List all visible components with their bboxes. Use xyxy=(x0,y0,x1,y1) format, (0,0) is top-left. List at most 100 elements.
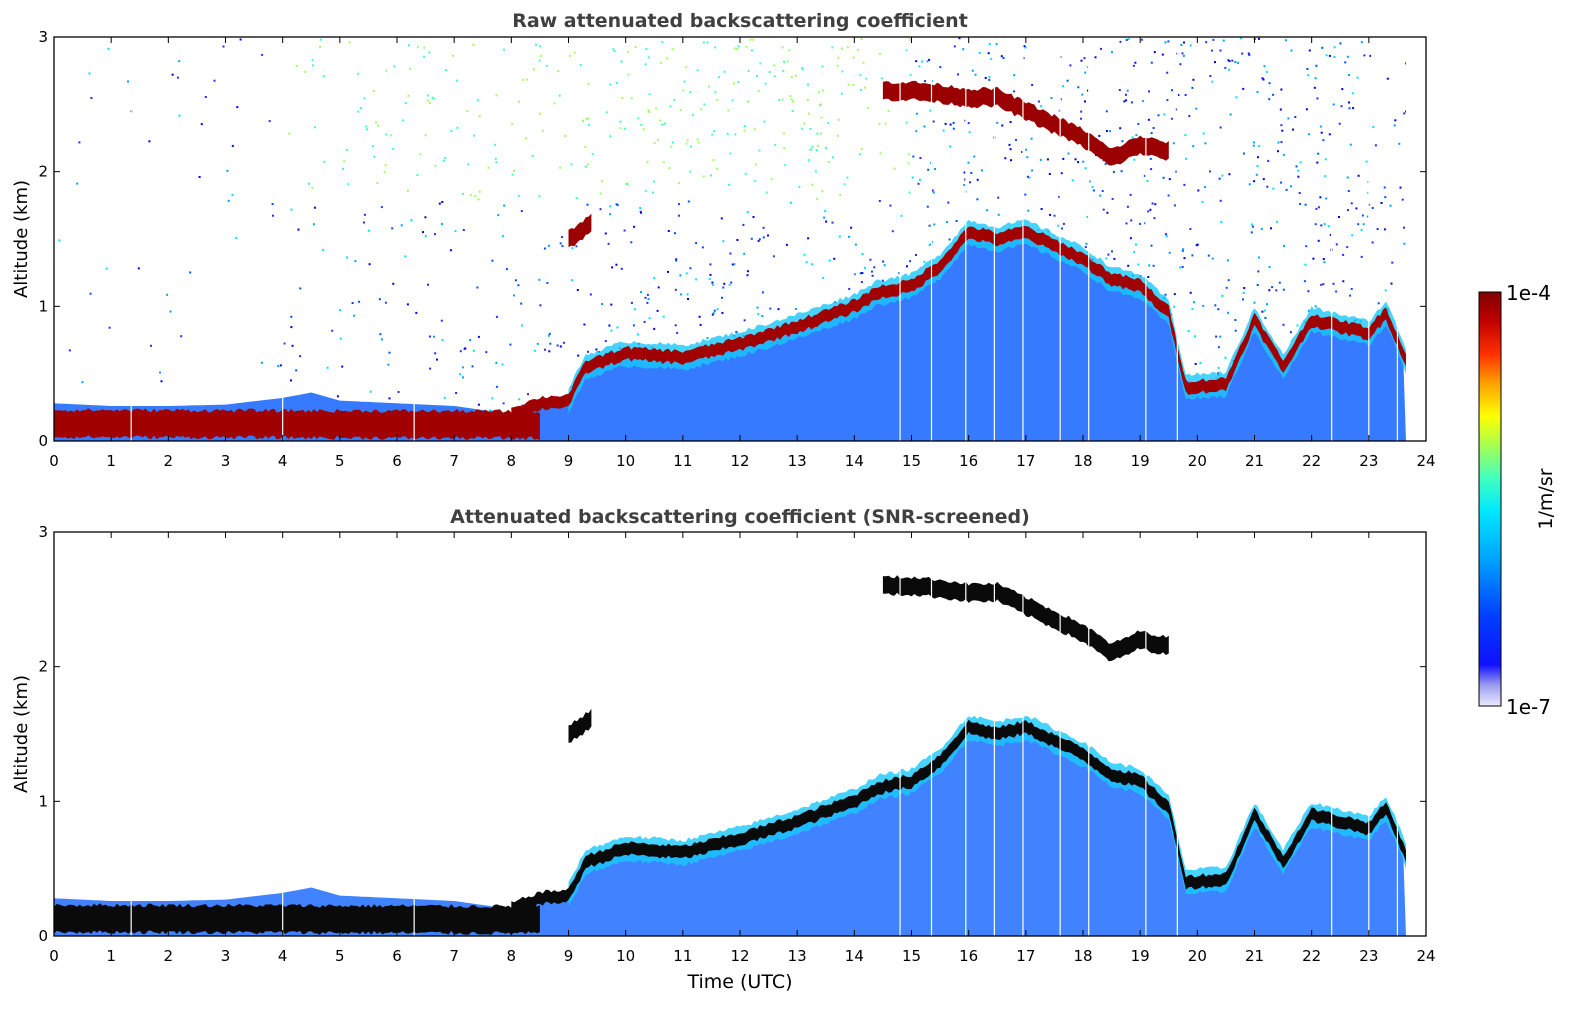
noise-pixel xyxy=(607,242,610,245)
noise-pixel xyxy=(655,107,658,110)
noise-pixel xyxy=(926,60,929,63)
noise-pixel xyxy=(1228,68,1230,71)
x-tick-label: 24 xyxy=(1416,452,1435,470)
noise-pixel xyxy=(1173,305,1176,308)
noise-pixel xyxy=(423,55,425,58)
noise-pixel xyxy=(609,83,612,86)
noise-pixel xyxy=(1105,110,1108,113)
noise-pixel xyxy=(1284,39,1287,42)
noise-pixel xyxy=(436,358,438,361)
noise-pixel xyxy=(708,277,711,280)
noise-pixel xyxy=(1024,193,1027,196)
noise-pixel xyxy=(1260,227,1263,230)
noise-pixel xyxy=(963,184,966,186)
noise-pixel xyxy=(713,130,716,133)
noise-pixel xyxy=(860,281,863,284)
noise-pixel xyxy=(1166,99,1169,102)
noise-pixel xyxy=(1322,139,1325,142)
noise-pixel xyxy=(610,329,613,332)
noise-pixel xyxy=(695,278,698,281)
noise-pixel xyxy=(178,60,181,63)
noise-pixel xyxy=(678,182,680,185)
noise-pixel xyxy=(921,60,924,63)
x-tick-label: 4 xyxy=(278,452,288,470)
y-tick-label: 3 xyxy=(38,28,48,46)
noise-pixel xyxy=(640,211,642,214)
noise-pixel xyxy=(714,91,717,94)
noise-pixel xyxy=(545,64,548,67)
noise-pixel xyxy=(1258,145,1261,147)
x-tick-label: 20 xyxy=(1188,452,1207,470)
noise-pixel xyxy=(1227,279,1230,282)
noise-pixel xyxy=(1194,363,1197,365)
noise-pixel xyxy=(712,284,715,286)
noise-pixel xyxy=(859,74,862,77)
noise-pixel xyxy=(1162,176,1165,179)
noise-pixel xyxy=(1240,37,1242,40)
noise-pixel xyxy=(1352,107,1355,110)
noise-pixel xyxy=(1342,253,1345,256)
noise-pixel xyxy=(1389,204,1392,207)
noise-pixel xyxy=(881,279,884,282)
noise-pixel xyxy=(1106,211,1109,214)
noise-pixel xyxy=(558,94,561,97)
noise-pixel xyxy=(1205,41,1208,44)
noise-pixel xyxy=(623,229,626,232)
noise-pixel xyxy=(277,365,280,368)
noise-pixel xyxy=(1323,223,1326,225)
noise-pixel xyxy=(1324,158,1327,161)
noise-pixel xyxy=(1193,301,1196,304)
noise-pixel xyxy=(585,118,588,121)
noise-pixel xyxy=(363,221,365,224)
noise-pixel xyxy=(915,60,918,63)
noise-pixel xyxy=(1356,76,1359,79)
noise-pixel xyxy=(712,159,715,162)
noise-pixel xyxy=(1384,196,1387,199)
noise-pixel xyxy=(1298,192,1301,194)
noise-pixel xyxy=(526,78,529,81)
noise-pixel xyxy=(1224,66,1227,69)
noise-pixel xyxy=(461,193,464,195)
noise-pixel xyxy=(1013,74,1016,77)
noise-pixel xyxy=(1188,115,1191,117)
x-tick-label: 23 xyxy=(1359,947,1378,965)
noise-pixel xyxy=(455,392,458,394)
boundary-layer-top-line xyxy=(511,719,1406,915)
noise-pixel xyxy=(1250,231,1253,234)
x-tick-label: 11 xyxy=(673,452,692,470)
noise-pixel xyxy=(1189,228,1192,230)
noise-pixel xyxy=(1316,161,1319,164)
noise-pixel xyxy=(619,120,622,123)
noise-pixel xyxy=(749,38,752,41)
noise-pixel xyxy=(1107,253,1110,256)
noise-pixel xyxy=(1199,362,1202,365)
noise-pixel xyxy=(472,43,475,46)
noise-pixel xyxy=(634,46,637,48)
noise-pixel xyxy=(931,189,934,192)
noise-pixel xyxy=(883,264,886,267)
noise-pixel xyxy=(377,124,379,127)
noise-pixel xyxy=(379,333,382,336)
noise-pixel xyxy=(539,45,542,48)
noise-pixel xyxy=(1268,266,1271,269)
noise-pixel xyxy=(696,138,699,141)
noise-pixel xyxy=(801,67,803,70)
noise-pixel xyxy=(1150,61,1153,64)
noise-pixel xyxy=(427,283,429,286)
noise-pixel xyxy=(478,190,481,193)
noise-pixel xyxy=(1319,196,1322,199)
noise-pixel xyxy=(433,335,435,338)
noise-pixel xyxy=(969,181,971,184)
noise-pixel xyxy=(858,153,861,156)
noise-pixel xyxy=(891,230,894,233)
noise-pixel xyxy=(322,75,325,78)
noise-pixel xyxy=(1280,88,1283,91)
noise-pixel xyxy=(810,148,813,151)
noise-pixel xyxy=(1168,251,1171,254)
noise-pixel xyxy=(929,109,932,112)
noise-pixel xyxy=(1346,246,1349,249)
boundary-layer-region xyxy=(54,232,1406,441)
noise-pixel xyxy=(1398,142,1401,145)
noise-pixel xyxy=(461,366,464,369)
noise-pixel xyxy=(1084,246,1087,249)
